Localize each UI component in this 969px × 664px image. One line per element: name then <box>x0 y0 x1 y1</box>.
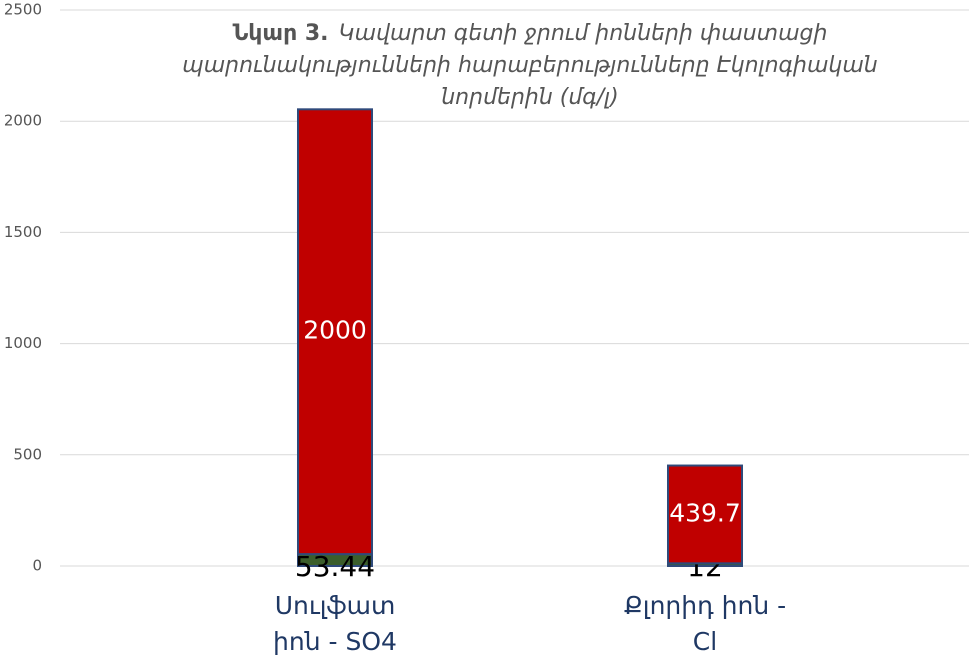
data-label: 2000 <box>303 316 367 345</box>
y-tick-label: 1500 <box>4 223 42 241</box>
x-tick-label: Սուլֆատ իոն - SO4 <box>273 591 397 656</box>
title-number: Նկար 3. <box>232 21 329 46</box>
data-label: 439.7 <box>669 498 741 527</box>
data-label: 53.44 <box>295 550 375 583</box>
y-tick-label: 2500 <box>4 1 42 19</box>
chart-title: Նկար 3. Կավարտ գետի ջրում իոնների փաստացի… <box>170 18 890 114</box>
y-tick-label: 0 <box>32 557 42 575</box>
y-tick-label: 1000 <box>4 334 42 352</box>
y-tick-label: 500 <box>13 445 42 463</box>
y-tick-label: 2000 <box>4 112 42 130</box>
title-text: Կավարտ գետի ջրում իոնների փաստացի պարուն… <box>182 21 878 110</box>
x-tick-label: Քլորիդ իոն - Cl <box>623 591 787 656</box>
bar-segment <box>667 464 743 565</box>
bar-segment <box>297 108 373 556</box>
